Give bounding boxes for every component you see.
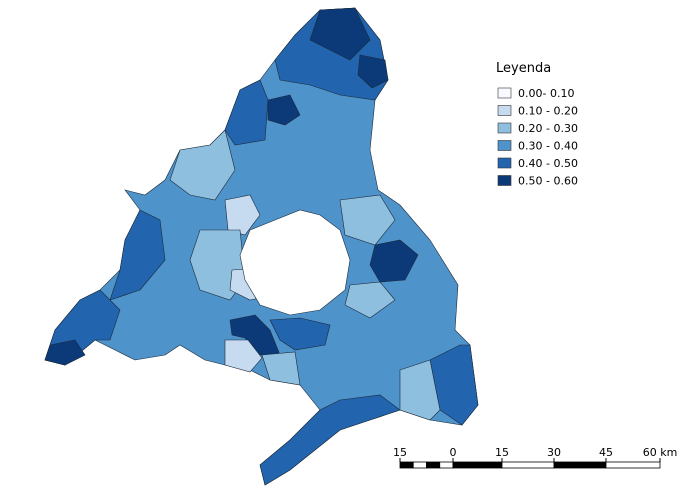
scale-label: 15 bbox=[393, 446, 407, 459]
legend-label: 0.50 - 0.60 bbox=[518, 175, 578, 188]
legend-label: 0.30 - 0.40 bbox=[518, 140, 578, 153]
scale-segment bbox=[426, 461, 441, 469]
scale-label: 60 km bbox=[643, 446, 678, 459]
municipality bbox=[44, 339, 86, 366]
municipality bbox=[261, 351, 301, 386]
municipality bbox=[269, 317, 331, 351]
municipality bbox=[169, 129, 236, 201]
municipality bbox=[369, 239, 419, 283]
legend: Leyenda 0.00- 0.10 0.10 - 0.20 0.20 - 0.30… bbox=[496, 61, 578, 188]
scale-segment bbox=[439, 461, 454, 469]
legend-label: 0.40 - 0.50 bbox=[518, 157, 578, 170]
municipality bbox=[224, 79, 269, 146]
municipality bbox=[309, 7, 371, 61]
legend-swatch bbox=[497, 175, 512, 186]
scale-label: 30 bbox=[547, 446, 561, 459]
scale-segment bbox=[501, 461, 555, 469]
municipality bbox=[109, 209, 166, 301]
scale-label: 45 bbox=[599, 446, 613, 459]
municipality bbox=[339, 194, 396, 246]
legend-swatch bbox=[497, 122, 512, 134]
municipality bbox=[224, 339, 263, 373]
scale-segment bbox=[452, 461, 503, 469]
legend-label: 0.10 - 0.20 bbox=[518, 105, 578, 118]
scale-bar: 15 0 15 30 45 60 km bbox=[393, 446, 678, 469]
legend-title: Leyenda bbox=[496, 61, 551, 76]
region-map bbox=[44, 7, 479, 486]
madrid-city bbox=[239, 209, 351, 316]
scale-segment bbox=[412, 461, 427, 469]
municipality bbox=[357, 54, 389, 89]
scale-label: 0 bbox=[450, 446, 457, 459]
legend-swatch bbox=[497, 140, 512, 151]
municipality bbox=[267, 94, 301, 126]
scale-segment bbox=[553, 461, 607, 469]
legend-swatch bbox=[497, 157, 512, 169]
legend-swatch bbox=[497, 105, 512, 116]
scale-label: 15 bbox=[495, 446, 509, 459]
legend-items: 0.00- 0.10 0.10 - 0.20 0.20 - 0.30 0.30 - 0… bbox=[497, 87, 578, 188]
legend-label: 0.20 - 0.30 bbox=[518, 122, 578, 135]
municipality bbox=[259, 394, 401, 486]
municipality bbox=[224, 194, 261, 236]
legend-label: 0.00- 0.10 bbox=[518, 87, 574, 100]
municipality bbox=[399, 359, 441, 421]
scale-segment bbox=[399, 461, 414, 469]
scale-segment bbox=[605, 461, 661, 469]
legend-swatch bbox=[497, 87, 512, 99]
municipality bbox=[344, 281, 396, 319]
